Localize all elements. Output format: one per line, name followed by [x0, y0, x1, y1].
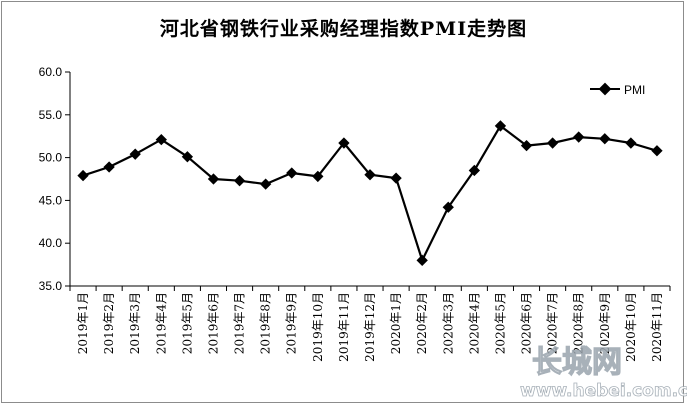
x-tick-label: 2019年5月 — [180, 292, 194, 354]
legend-label: PMI — [624, 83, 645, 97]
x-tick-label: 2019年4月 — [154, 292, 168, 354]
x-tick-label: 2019年10月 — [311, 292, 325, 362]
series-line-pmi — [82, 124, 658, 262]
data-point — [207, 173, 220, 185]
y-tick-label: 55.0 — [39, 108, 63, 122]
data-point — [312, 170, 324, 183]
x-tick-label: 2020年3月 — [441, 292, 455, 354]
x-tick-label: 2020年7月 — [546, 292, 560, 354]
x-tick-label: 2019年7月 — [233, 292, 247, 354]
data-point — [546, 137, 559, 149]
watermark: 长城网 www.hebei.com.cn — [520, 344, 687, 401]
data-point — [233, 175, 246, 187]
data-point — [286, 167, 298, 179]
data-point — [651, 145, 663, 157]
x-tick-label: 2019年8月 — [259, 292, 273, 354]
legend-marker — [598, 82, 612, 96]
data-point — [129, 148, 141, 160]
x-tick-label: 2020年6月 — [520, 292, 534, 354]
x-tick-label: 2019年12月 — [363, 292, 377, 362]
legend: PMI — [590, 82, 645, 97]
y-tick-label: 35.0 — [39, 279, 63, 293]
x-tick-label: 2020年4月 — [467, 292, 481, 354]
data-point — [364, 169, 376, 181]
data-point — [599, 133, 611, 145]
x-tick-label: 2019年3月 — [128, 292, 142, 354]
data-point — [181, 151, 194, 163]
watermark-logo: 长城网 — [532, 345, 622, 380]
watermark-url: www.hebei.com.cn — [520, 381, 687, 401]
x-tick-label: 2020年9月 — [598, 292, 612, 354]
x-tick-label: 2020年5月 — [493, 292, 507, 354]
x-tick-label: 2019年2月 — [102, 292, 116, 354]
x-tick-label: 2019年9月 — [285, 292, 299, 354]
data-point — [573, 131, 585, 143]
data-point — [338, 137, 350, 149]
x-tick-label: 2019年11月 — [337, 292, 351, 362]
data-point — [390, 172, 402, 184]
x-tick-label: 2020年8月 — [572, 292, 586, 354]
x-tick-label: 2020年11月 — [650, 292, 664, 362]
y-tick-label: 60.0 — [39, 65, 63, 79]
x-tick-label: 2020年10月 — [624, 292, 638, 362]
x-tick-label: 2020年2月 — [415, 292, 429, 354]
data-point — [520, 139, 533, 152]
data-point — [259, 178, 272, 190]
data-point — [416, 254, 428, 266]
x-tick-label: 2019年6月 — [206, 292, 220, 354]
y-tick-label: 45.0 — [39, 193, 63, 207]
data-point — [468, 164, 481, 177]
data-point — [77, 169, 89, 182]
data-point — [103, 161, 115, 173]
x-tick-label: 2020年1月 — [389, 292, 403, 354]
data-point — [155, 133, 167, 146]
data-point — [442, 201, 454, 213]
y-tick-label: 40.0 — [39, 236, 63, 250]
x-tick-label: 2019年1月 — [76, 292, 90, 354]
data-point — [625, 137, 637, 149]
y-tick-label: 50.0 — [39, 151, 63, 165]
chart-title: 河北省钢铁行业采购经理指数PMI走势图 — [159, 18, 528, 40]
